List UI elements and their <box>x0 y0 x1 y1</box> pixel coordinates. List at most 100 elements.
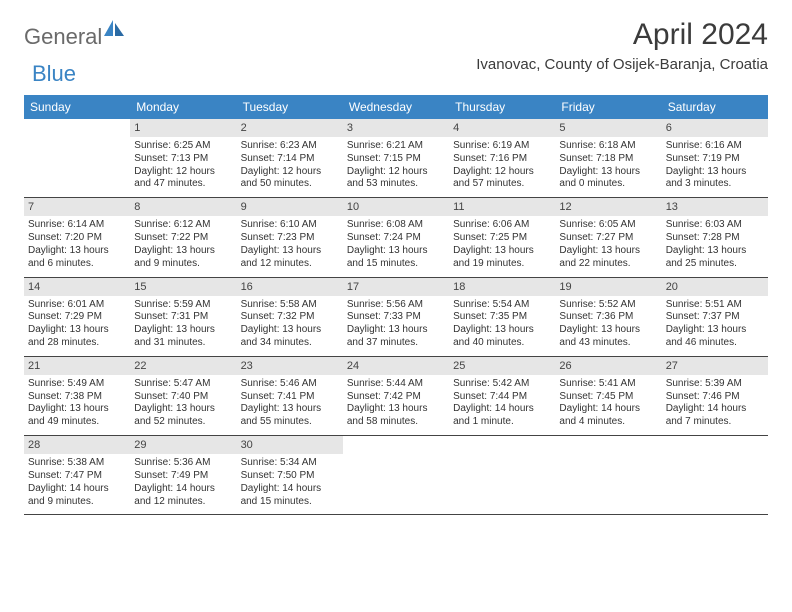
daylight-text: Daylight: 14 hours and 12 minutes. <box>134 483 232 509</box>
day-number: 21 <box>24 357 130 375</box>
sunrise-text: Sunrise: 5:42 AM <box>453 378 551 391</box>
sunrise-text: Sunrise: 5:39 AM <box>666 378 764 391</box>
sunset-text: Sunset: 7:35 PM <box>453 311 551 324</box>
day-cell: 8Sunrise: 6:12 AMSunset: 7:22 PMDaylight… <box>130 198 236 276</box>
day-cell: 20Sunrise: 5:51 AMSunset: 7:37 PMDayligh… <box>662 278 768 356</box>
sunset-text: Sunset: 7:46 PM <box>666 391 764 404</box>
day-number: 9 <box>237 198 343 216</box>
day-number: 18 <box>449 278 555 296</box>
day-cell <box>343 436 449 514</box>
sunset-text: Sunset: 7:27 PM <box>559 232 657 245</box>
day-cell: 19Sunrise: 5:52 AMSunset: 7:36 PMDayligh… <box>555 278 661 356</box>
sunset-text: Sunset: 7:40 PM <box>134 391 232 404</box>
sunset-text: Sunset: 7:38 PM <box>28 391 126 404</box>
day-cell: 11Sunrise: 6:06 AMSunset: 7:25 PMDayligh… <box>449 198 555 276</box>
day-cell: 28 Sunrise: 5:38 AMSunset: 7:47 PMDayligh… <box>24 436 130 514</box>
sunset-text: Sunset: 7:50 PM <box>241 470 339 483</box>
day-number: 5 <box>555 119 661 137</box>
day-cell <box>662 436 768 514</box>
title-block: April 2024 Ivanovac, County of Osijek-Ba… <box>476 18 768 73</box>
dow-thursday: Thursday <box>449 95 555 119</box>
day-number: 20 <box>662 278 768 296</box>
sunrise-text: Sunrise: 5:59 AM <box>134 299 232 312</box>
day-cell <box>449 436 555 514</box>
sunrise-text: Sunrise: 6:06 AM <box>453 219 551 232</box>
day-cell: 4 Sunrise: 6:19 AMSunset: 7:16 PMDaylight… <box>449 119 555 197</box>
daylight-text: Daylight: 13 hours and 34 minutes. <box>241 324 339 350</box>
day-number: 12 <box>555 198 661 216</box>
dow-tuesday: Tuesday <box>237 95 343 119</box>
daylight-text: Daylight: 13 hours and 28 minutes. <box>28 324 126 350</box>
daylight-text: Daylight: 14 hours and 7 minutes. <box>666 403 764 429</box>
daylight-text: Daylight: 13 hours and 9 minutes. <box>134 245 232 271</box>
day-cell: 27Sunrise: 5:39 AMSunset: 7:46 PMDayligh… <box>662 357 768 435</box>
week-row: 14Sunrise: 6:01 AMSunset: 7:29 PMDayligh… <box>24 278 768 357</box>
sunrise-text: Sunrise: 6:16 AM <box>666 140 764 153</box>
daylight-text: Daylight: 12 hours and 47 minutes. <box>134 166 232 192</box>
daylight-text: Daylight: 13 hours and 40 minutes. <box>453 324 551 350</box>
sunset-text: Sunset: 7:29 PM <box>28 311 126 324</box>
logo-sail-icon <box>104 20 126 43</box>
sunset-text: Sunset: 7:47 PM <box>28 470 126 483</box>
day-cell <box>555 436 661 514</box>
day-number: 2 <box>237 119 343 137</box>
week-row: 28Sunrise: 5:38 AMSunset: 7:47 PMDayligh… <box>24 436 768 515</box>
daylight-text: Daylight: 14 hours and 4 minutes. <box>559 403 657 429</box>
sunrise-text: Sunrise: 6:01 AM <box>28 299 126 312</box>
sunrise-text: Sunrise: 5:38 AM <box>28 457 126 470</box>
day-number: 7 <box>24 198 130 216</box>
day-number: 17 <box>343 278 449 296</box>
day-number: 10 <box>343 198 449 216</box>
day-number: 22 <box>130 357 236 375</box>
day-number: 4 <box>449 119 555 137</box>
daylight-text: Daylight: 14 hours and 9 minutes. <box>28 483 126 509</box>
logo-text-blue: Blue <box>32 61 76 87</box>
sunrise-text: Sunrise: 5:36 AM <box>134 457 232 470</box>
sunrise-text: Sunrise: 6:25 AM <box>134 140 232 153</box>
sunset-text: Sunset: 7:24 PM <box>347 232 445 245</box>
day-number: 28 <box>24 436 130 454</box>
daylight-text: Daylight: 12 hours and 50 minutes. <box>241 166 339 192</box>
weeks-container: 1Sunrise: 6:25 AMSunset: 7:13 PMDaylight… <box>24 119 768 515</box>
sunset-text: Sunset: 7:19 PM <box>666 153 764 166</box>
daylight-text: Daylight: 13 hours and 22 minutes. <box>559 245 657 271</box>
day-number: 24 <box>343 357 449 375</box>
sunset-text: Sunset: 7:22 PM <box>134 232 232 245</box>
daylight-text: Daylight: 12 hours and 53 minutes. <box>347 166 445 192</box>
logo-text-general: General <box>24 24 102 50</box>
day-cell: 25Sunrise: 5:42 AMSunset: 7:44 PMDayligh… <box>449 357 555 435</box>
day-number: 11 <box>449 198 555 216</box>
daylight-text: Daylight: 13 hours and 3 minutes. <box>666 166 764 192</box>
sunset-text: Sunset: 7:41 PM <box>241 391 339 404</box>
sunrise-text: Sunrise: 6:19 AM <box>453 140 551 153</box>
sunrise-text: Sunrise: 5:58 AM <box>241 299 339 312</box>
day-cell: 7Sunrise: 6:14 AMSunset: 7:20 PMDaylight… <box>24 198 130 276</box>
day-number: 19 <box>555 278 661 296</box>
dow-sunday: Sunday <box>24 95 130 119</box>
day-cell: 18Sunrise: 5:54 AMSunset: 7:35 PMDayligh… <box>449 278 555 356</box>
dow-friday: Friday <box>555 95 661 119</box>
sunrise-text: Sunrise: 5:47 AM <box>134 378 232 391</box>
daylight-text: Daylight: 13 hours and 15 minutes. <box>347 245 445 271</box>
sunrise-text: Sunrise: 6:21 AM <box>347 140 445 153</box>
day-cell: 14Sunrise: 6:01 AMSunset: 7:29 PMDayligh… <box>24 278 130 356</box>
logo: General <box>24 24 126 50</box>
sunset-text: Sunset: 7:16 PM <box>453 153 551 166</box>
sunrise-text: Sunrise: 5:41 AM <box>559 378 657 391</box>
sunset-text: Sunset: 7:44 PM <box>453 391 551 404</box>
day-cell: 3Sunrise: 6:21 AMSunset: 7:15 PMDaylight… <box>343 119 449 197</box>
daylight-text: Daylight: 13 hours and 25 minutes. <box>666 245 764 271</box>
daylight-text: Daylight: 12 hours and 57 minutes. <box>453 166 551 192</box>
day-cell: 2Sunrise: 6:23 AMSunset: 7:14 PMDaylight… <box>237 119 343 197</box>
day-number: 1 <box>130 119 236 137</box>
day-cell: 1Sunrise: 6:25 AMSunset: 7:13 PMDaylight… <box>130 119 236 197</box>
day-cell: 10Sunrise: 6:08 AMSunset: 7:24 PMDayligh… <box>343 198 449 276</box>
daylight-text: Daylight: 13 hours and 19 minutes. <box>453 245 551 271</box>
day-cell: 15Sunrise: 5:59 AMSunset: 7:31 PMDayligh… <box>130 278 236 356</box>
daylight-text: Daylight: 13 hours and 0 minutes. <box>559 166 657 192</box>
week-row: 21Sunrise: 5:49 AMSunset: 7:38 PMDayligh… <box>24 357 768 436</box>
page-subtitle: Ivanovac, County of Osijek-Baranja, Croa… <box>476 56 768 73</box>
day-cell: 29Sunrise: 5:36 AMSunset: 7:49 PMDayligh… <box>130 436 236 514</box>
dow-saturday: Saturday <box>662 95 768 119</box>
daylight-text: Daylight: 13 hours and 37 minutes. <box>347 324 445 350</box>
